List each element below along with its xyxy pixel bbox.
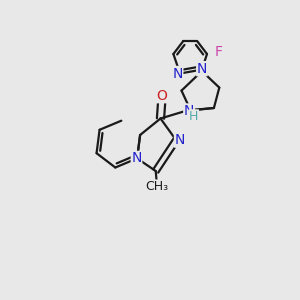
Text: N: N (172, 67, 183, 80)
Text: H: H (189, 110, 199, 123)
Text: O: O (157, 89, 167, 103)
Text: N: N (197, 62, 207, 76)
Text: F: F (214, 46, 222, 59)
Text: N: N (175, 133, 185, 147)
Text: N: N (184, 104, 194, 118)
Text: N: N (131, 152, 142, 165)
Text: CH₃: CH₃ (145, 180, 168, 193)
